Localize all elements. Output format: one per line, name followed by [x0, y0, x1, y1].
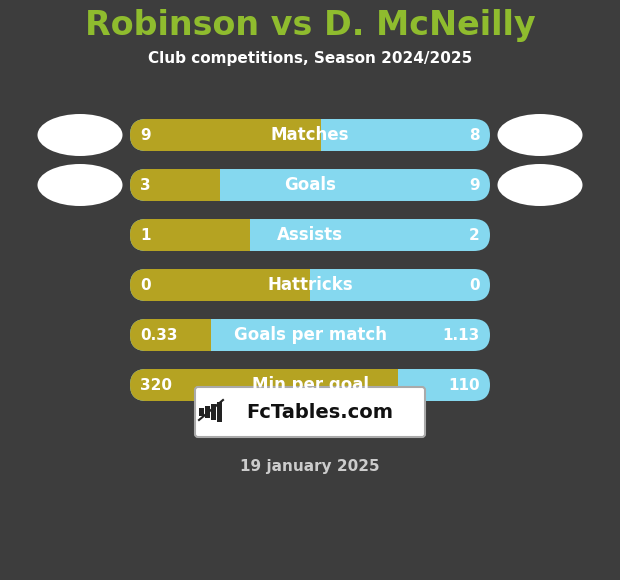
- Text: 0.33: 0.33: [140, 328, 177, 343]
- Text: FcTables.com: FcTables.com: [247, 403, 394, 422]
- Text: Min per goal: Min per goal: [252, 376, 368, 394]
- Text: Goals: Goals: [284, 176, 336, 194]
- FancyBboxPatch shape: [130, 319, 490, 351]
- Bar: [205, 406, 210, 418]
- FancyBboxPatch shape: [130, 219, 490, 251]
- FancyBboxPatch shape: [130, 169, 490, 201]
- FancyBboxPatch shape: [130, 269, 490, 301]
- Text: Hattricks: Hattricks: [267, 276, 353, 294]
- Text: 0: 0: [140, 277, 151, 292]
- Text: 0: 0: [469, 277, 480, 292]
- Bar: [211, 404, 216, 420]
- Text: 8: 8: [469, 128, 480, 143]
- Ellipse shape: [497, 114, 583, 156]
- Text: 19 january 2025: 19 january 2025: [240, 459, 380, 474]
- Bar: [199, 408, 204, 416]
- Text: Matches: Matches: [271, 126, 349, 144]
- Text: Assists: Assists: [277, 226, 343, 244]
- FancyBboxPatch shape: [130, 319, 490, 351]
- Ellipse shape: [497, 164, 583, 206]
- Bar: [217, 402, 222, 422]
- Text: Robinson vs D. McNeilly: Robinson vs D. McNeilly: [85, 9, 535, 42]
- Text: 110: 110: [448, 378, 480, 393]
- FancyBboxPatch shape: [130, 269, 490, 301]
- Text: 3: 3: [140, 177, 151, 193]
- FancyBboxPatch shape: [195, 387, 425, 437]
- Text: 9: 9: [140, 128, 151, 143]
- FancyBboxPatch shape: [130, 369, 490, 401]
- Text: 2: 2: [469, 227, 480, 242]
- FancyBboxPatch shape: [130, 219, 490, 251]
- FancyBboxPatch shape: [130, 119, 490, 151]
- Text: 9: 9: [469, 177, 480, 193]
- FancyBboxPatch shape: [130, 119, 490, 151]
- FancyBboxPatch shape: [130, 169, 490, 201]
- Text: Club competitions, Season 2024/2025: Club competitions, Season 2024/2025: [148, 50, 472, 66]
- Text: Goals per match: Goals per match: [234, 326, 386, 344]
- Text: 1: 1: [140, 227, 151, 242]
- Ellipse shape: [37, 164, 123, 206]
- Text: 320: 320: [140, 378, 172, 393]
- Ellipse shape: [37, 114, 123, 156]
- Text: 1.13: 1.13: [443, 328, 480, 343]
- FancyBboxPatch shape: [130, 369, 490, 401]
